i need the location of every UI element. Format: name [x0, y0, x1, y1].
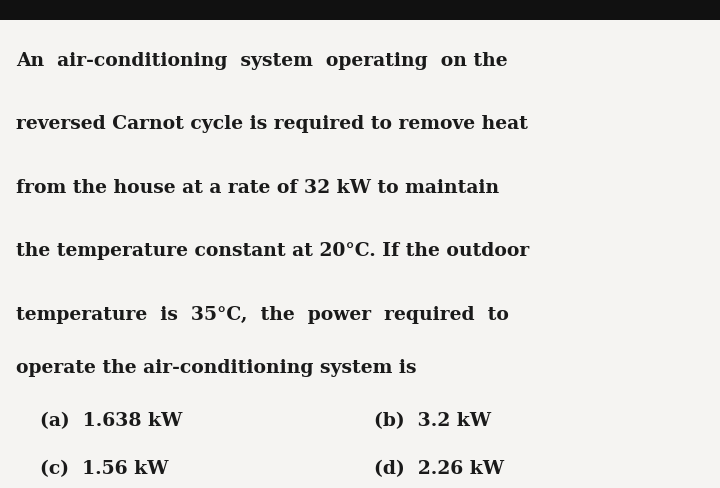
Text: temperature  is  35°C,  the  power  required  to: temperature is 35°C, the power required …: [16, 306, 509, 324]
Text: (c)  1.56 kW: (c) 1.56 kW: [40, 461, 168, 478]
Text: reversed Carnot cycle is required to remove heat: reversed Carnot cycle is required to rem…: [16, 116, 528, 133]
Text: operate the air-conditioning system is: operate the air-conditioning system is: [16, 360, 416, 377]
Text: (a)  1.638 kW: (a) 1.638 kW: [40, 412, 182, 429]
Bar: [0, 0, 720, 20]
Text: (b)  3.2 kW: (b) 3.2 kW: [374, 412, 492, 429]
Text: (d)  2.26 kW: (d) 2.26 kW: [374, 461, 505, 478]
Text: An  air-conditioning  system  operating  on the: An air-conditioning system operating on …: [16, 52, 508, 70]
Text: the temperature constant at 20°C. If the outdoor: the temperature constant at 20°C. If the…: [16, 243, 529, 260]
Text: from the house at a rate of 32 kW to maintain: from the house at a rate of 32 kW to mai…: [16, 179, 499, 197]
